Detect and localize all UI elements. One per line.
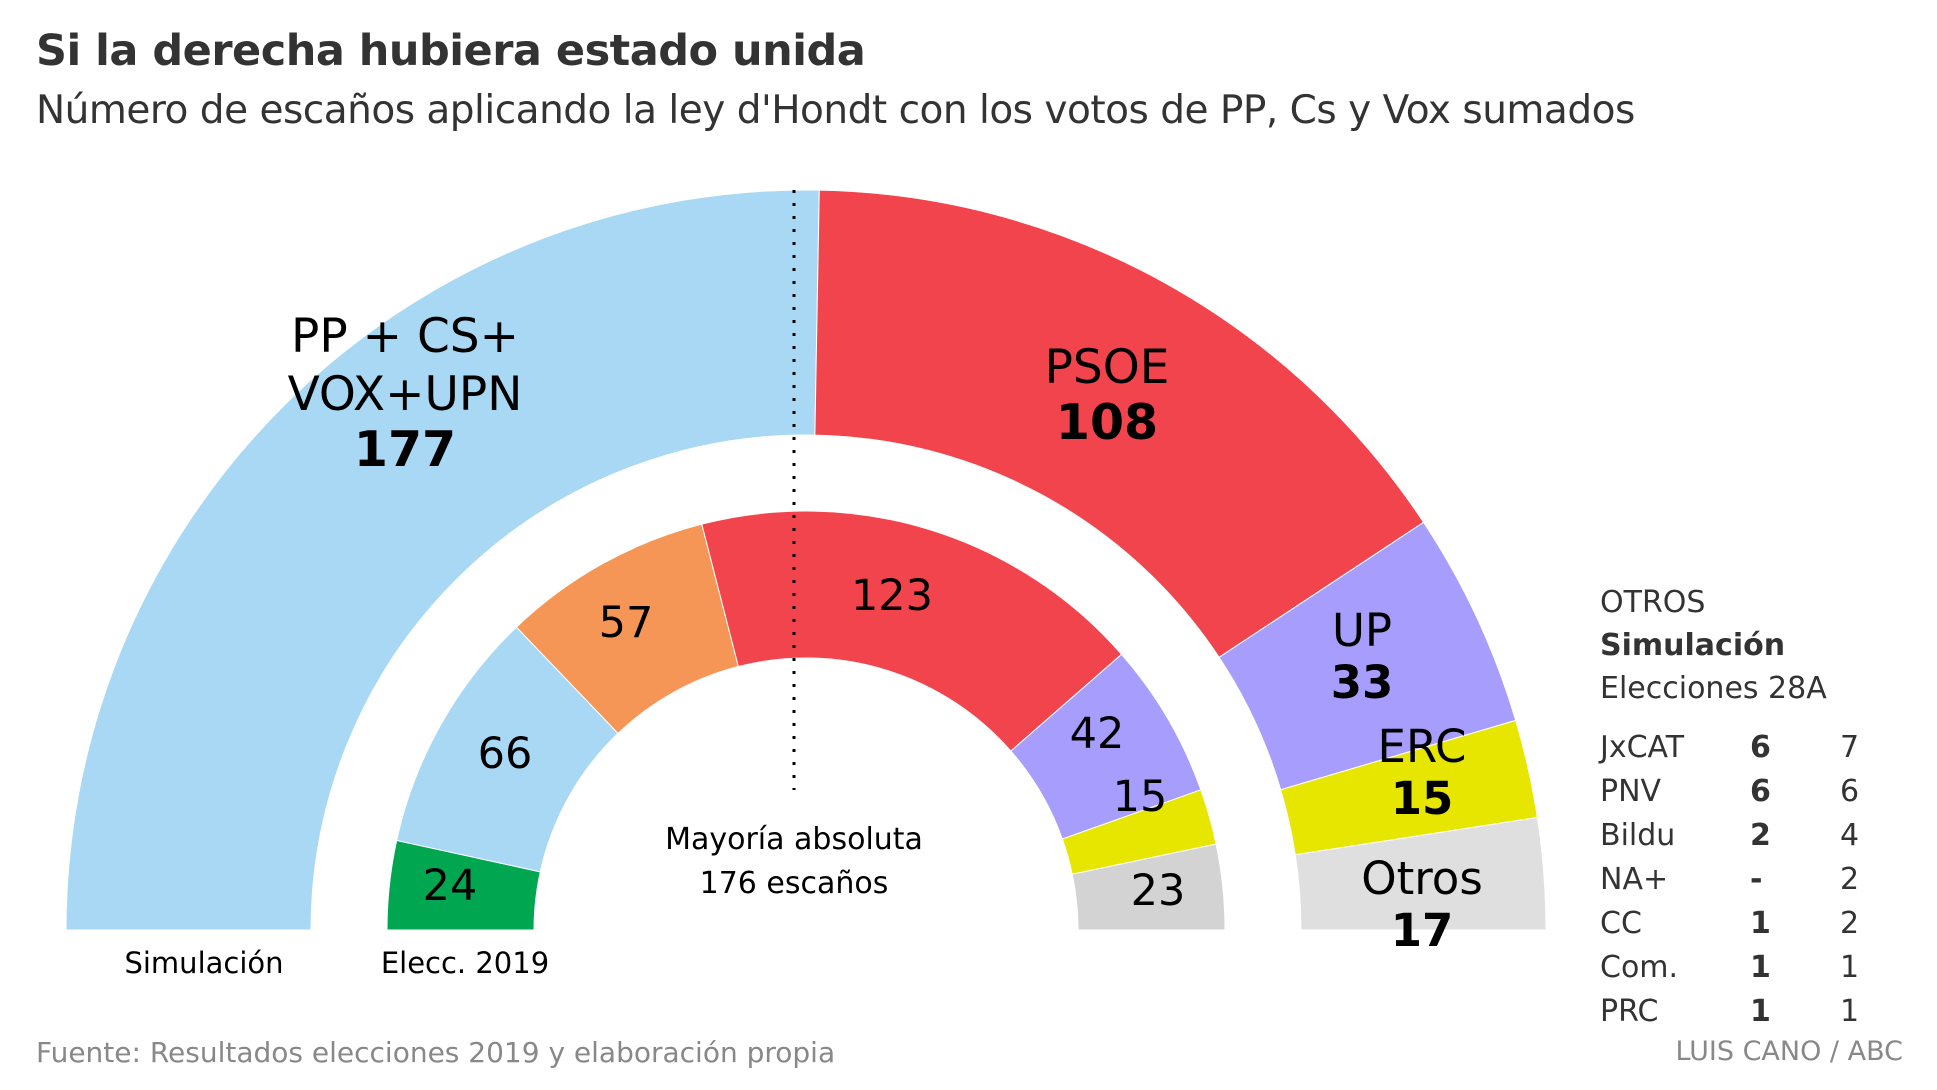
otros-party: NA+ xyxy=(1600,861,1669,897)
otros-simulation-value: 6 xyxy=(1750,773,1771,809)
ring-label-elecc-2019: Elecc. 2019 xyxy=(381,946,549,980)
otros-simulation-value: 1 xyxy=(1750,949,1771,985)
sim-value-pp-cs-vox-upn: 177 xyxy=(354,421,456,478)
elecc-value-up: 42 xyxy=(1070,709,1125,759)
sim-value-up: 33 xyxy=(1331,656,1394,709)
otros-elections-value: 6 xyxy=(1840,773,1860,809)
sim-value-erc: 15 xyxy=(1391,772,1454,825)
sim-label-erc-line1: ERC xyxy=(1378,720,1467,773)
otros-party: PNV xyxy=(1600,773,1662,809)
otros-party: PRC xyxy=(1600,993,1659,1029)
otros-elections-value: 1 xyxy=(1840,993,1860,1029)
otros-row: PNV 6 6 xyxy=(1600,769,1900,813)
chart-title: Si la derecha hubiera estado unida xyxy=(36,26,866,76)
otros-elections-value: 2 xyxy=(1840,905,1860,941)
otros-party: Com. xyxy=(1600,949,1679,985)
otros-simulation-value: 1 xyxy=(1750,905,1771,941)
ring-label-simulacion: Simulación xyxy=(124,946,283,980)
elecc-value-otros: 23 xyxy=(1131,866,1186,916)
otros-elections-value: 2 xyxy=(1840,861,1860,897)
majority-label-line1: Mayoría absoluta xyxy=(665,822,923,857)
otros-simulation-value: 2 xyxy=(1750,817,1771,853)
otros-table: OTROS Simulación Elecciones 28A JxCAT 6 7 P… xyxy=(1600,585,1900,1033)
otros-row: Com. 1 1 xyxy=(1600,945,1900,989)
chart-subtitle: Número de escaños aplicando la ley d'Hon… xyxy=(36,88,1635,133)
otros-row: PRC 1 1 xyxy=(1600,989,1900,1033)
otros-row: NA+ - 2 xyxy=(1600,857,1900,901)
otros-col-simulacion: Simulación xyxy=(1600,628,1786,663)
elecc-value-erc: 15 xyxy=(1113,772,1168,822)
elecc-segment-psoe xyxy=(701,510,1123,752)
ring-simulacion xyxy=(65,189,1547,931)
ring-elecciones-2019 xyxy=(386,510,1226,931)
credit: LUIS CANO / ABC xyxy=(1675,1036,1903,1067)
sim-label-up-line1: UP xyxy=(1332,604,1392,657)
source-note: Fuente: Resultados elecciones 2019 y ela… xyxy=(36,1036,836,1069)
otros-title: OTROS xyxy=(1600,585,1706,620)
elecc-segment-otros xyxy=(1071,843,1226,931)
otros-party: Bildu xyxy=(1600,817,1676,853)
sim-label-pp-cs-vox-upn-line2: VOX+UPN xyxy=(288,367,523,422)
elecc-value-pp: 66 xyxy=(478,729,533,779)
majority-label-line2: 176 escaños xyxy=(700,866,889,901)
elecc-value-psoe: 123 xyxy=(851,571,933,621)
otros-simulation-value: - xyxy=(1750,861,1763,897)
sim-segment-pp-cs-vox-upn xyxy=(65,189,820,931)
otros-party: JxCAT xyxy=(1600,729,1685,765)
sim-label-pp-cs-vox-upn-line1: PP + CS+ xyxy=(291,309,519,364)
otros-elections-value: 7 xyxy=(1840,729,1860,765)
elecc-value-cs: 57 xyxy=(599,598,654,648)
sim-label-otros-line1: Otros xyxy=(1361,852,1483,905)
sim-segment-otros xyxy=(1294,816,1547,931)
elecc-value-vox: 24 xyxy=(423,861,478,911)
sim-value-psoe: 108 xyxy=(1056,394,1158,451)
otros-party: CC xyxy=(1600,905,1642,941)
otros-elections-value: 1 xyxy=(1840,949,1860,985)
otros-elections-value: 4 xyxy=(1840,817,1860,853)
otros-simulation-value: 6 xyxy=(1750,729,1771,765)
otros-row: JxCAT 6 7 xyxy=(1600,725,1900,769)
sim-value-otros: 17 xyxy=(1391,904,1454,957)
sim-segment-psoe xyxy=(814,189,1425,658)
otros-simulation-value: 1 xyxy=(1750,993,1771,1029)
otros-row: Bildu 2 4 xyxy=(1600,813,1900,857)
otros-col-elecciones: Elecciones 28A xyxy=(1600,671,1827,706)
sim-label-psoe-line1: PSOE xyxy=(1045,340,1170,395)
otros-row: CC 1 2 xyxy=(1600,901,1900,945)
